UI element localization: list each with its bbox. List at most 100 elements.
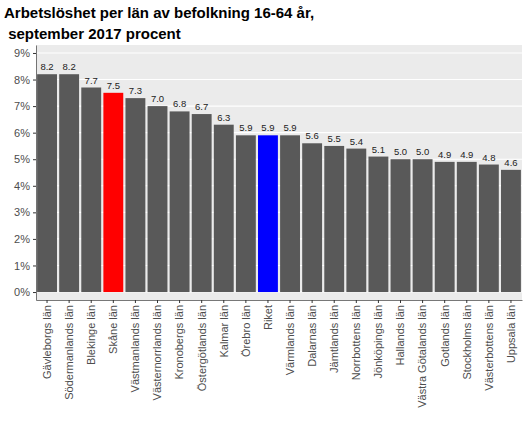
x-tick: Norrbottens län [350,300,362,380]
y-tick-mark [33,292,36,293]
x-tick-label: Örebro län [240,305,252,357]
x-tick-mark [47,300,48,303]
x-tick: Örebro län [240,300,252,357]
x-tick-mark [422,300,423,303]
x-tick-label: Dalarnas län [306,305,318,367]
data-label: 5.9 [283,122,296,133]
x-tick-label: Kalmar län [218,305,230,358]
x-tick-mark [312,300,313,303]
x-tick-mark [290,300,291,303]
data-label: 6.3 [217,112,230,123]
bar [236,135,256,292]
x-tick: Uppsala län [505,300,517,363]
bar [148,106,168,292]
x-tick-label: Kronobergs län [173,305,185,380]
data-labels: 8.28.27.77.57.37.06.86.76.35.95.95.95.65… [40,61,517,168]
y-tick-label: 8% [14,74,30,86]
x-tick-mark [179,300,180,303]
bar [214,125,234,292]
x-tick: Kalmar län [218,300,230,358]
x-tick-label: Hallands län [394,305,406,366]
x-axis: Gävleborgs länSödermanlands länBlekinge … [37,300,523,408]
data-label: 5.6 [306,130,319,141]
bar [192,114,212,292]
data-label: 4.9 [460,149,473,160]
bar [435,162,455,292]
bar [103,93,123,292]
x-tick-label: Västra Götalands län [416,305,428,408]
data-label: 8.2 [40,61,53,72]
y-tick-label: 9% [14,47,30,59]
data-label: 4.9 [438,149,451,160]
x-tick: Värmlands län [284,300,296,375]
bar [501,170,521,292]
x-tick-mark [91,300,92,303]
x-tick-mark [334,300,335,303]
data-label: 4.6 [504,157,517,168]
y-tick-mark [33,80,36,81]
x-tick: Jämtlands län [328,300,340,373]
y-tick-mark [33,133,36,134]
y-tick-label: 4% [14,180,30,192]
data-label: 7.0 [151,93,164,104]
x-tick: Jönköpings län [372,300,384,378]
y-tick-mark [33,186,36,187]
x-tick-mark [223,300,224,303]
y-axis-line [36,46,37,301]
data-label: 7.7 [85,75,98,86]
bar [258,135,278,292]
y-tick-label: 5% [14,153,30,165]
grid-line [36,52,522,53]
data-label: 5.9 [261,122,274,133]
data-label: 5.0 [394,146,407,157]
y-tick: 8% [14,74,36,86]
bar [324,146,344,292]
data-label: 5.9 [239,122,252,133]
y-tick: 1% [14,259,36,271]
y-tick: 9% [14,47,36,59]
y-tick-mark [33,159,36,160]
data-label: 8.2 [63,61,76,72]
y-tick: 4% [14,180,36,192]
x-axis-line [37,300,523,301]
x-tick-mark [69,300,70,303]
bar [413,159,433,292]
data-label: 6.8 [173,98,186,109]
x-tick-label: Östergötlands län [196,305,208,391]
x-tick-label: Södermanlands län [63,305,75,400]
panel-background [36,45,522,300]
x-tick: Gävleborgs län [41,300,53,379]
bar [368,157,388,292]
x-tick-label: Stockholms län [461,305,473,380]
bars [37,74,521,292]
data-label: 5.0 [416,146,429,157]
x-tick-label: Västernorrlands län [151,305,163,400]
bar [125,98,145,292]
y-tick-mark [33,265,36,266]
y-tick-label: 3% [14,206,30,218]
y-tick: 0% [14,286,36,298]
x-tick-label: Gotlands län [439,305,451,367]
x-tick: Gotlands län [439,300,451,367]
x-tick-label: Värmlands län [284,305,296,375]
title-line: september 2017 procent [4,25,181,42]
x-tick-label: Gävleborgs län [41,305,53,379]
x-tick-label: Norrbottens län [350,305,362,380]
x-tick-mark [201,300,202,303]
y-axis: 0%1%2%3%4%5%6%7%8%9% [14,46,36,301]
y-tick-mark [33,53,36,54]
x-tick-mark [267,300,268,303]
x-tick-mark [466,300,467,303]
x-tick: Västerbottens län [483,300,495,391]
title: Arbetslöshet per län av befolkning 16-64… [4,4,314,42]
y-tick: 6% [14,127,36,139]
x-tick-mark [444,300,445,303]
x-tick: Södermanlands län [63,300,75,400]
chart: Arbetslöshet per län av befolkning 16-64… [0,0,528,432]
x-tick: Riket [262,300,274,330]
bar [302,143,322,292]
x-tick-label: Skåne län [107,305,119,354]
x-tick-label: Jönköpings län [372,305,384,378]
x-tick-mark [356,300,357,303]
data-label: 5.5 [328,133,341,144]
